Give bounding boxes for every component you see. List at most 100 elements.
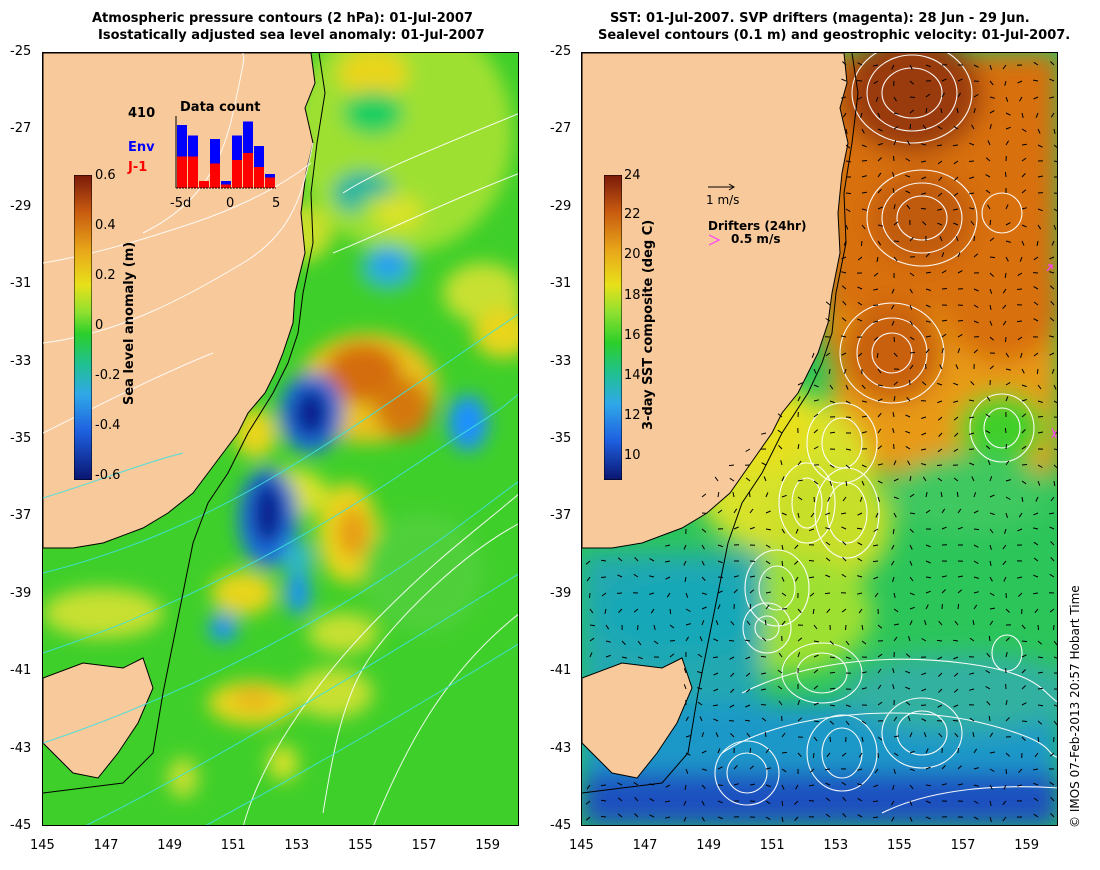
velocity-arrow [861,160,868,162]
velocity-arrow [713,638,719,642]
velocity-arrow [876,256,879,263]
velocity-arrow [989,620,994,626]
left-lat-tick: -37 [10,508,32,524]
velocity-arrow [1037,704,1044,707]
velocity-arrow [893,478,899,482]
velocity-arrow [893,96,897,102]
velocity-arrow [941,319,948,322]
velocity-arrow [842,556,847,562]
velocity-arrow [845,160,851,163]
velocity-arrow [829,464,835,469]
velocity-arrow [765,816,771,821]
velocity-arrow [922,476,927,482]
velocity-arrow [1021,143,1027,146]
velocity-arrow [858,752,863,758]
velocity-arrow [809,768,815,773]
velocity-arrow [909,620,913,626]
velocity-arrow [637,624,639,631]
velocity-arrow [1021,399,1027,402]
velocity-arrow [989,96,995,99]
right-lat-tick: -29 [550,198,572,214]
velocity-arrow [684,784,687,790]
velocity-arrow [717,784,724,786]
velocity-arrow [989,476,993,482]
velocity-arrow [856,527,863,530]
j1-bar [177,156,187,188]
velocity-arrow [893,512,897,518]
velocity-arrow [813,720,819,723]
velocity-arrow [845,224,849,230]
velocity-arrow [893,752,899,757]
velocity-arrow [1021,736,1026,742]
velocity-arrow [953,688,959,693]
velocity-arrow [892,412,895,418]
velocity-arrow [873,816,879,819]
velocity-arrow [809,528,815,532]
velocity-arrow [985,445,991,450]
velocity-arrow [873,64,879,67]
velocity-arrow [859,496,863,502]
j1-bar [265,177,275,188]
velocity-arrow [1017,528,1023,532]
velocity-arrow [861,128,865,134]
velocity-arrow [989,365,995,370]
velocity-arrow [957,252,961,258]
velocity-arrow [1021,685,1026,690]
velocity-arrow [760,704,767,706]
velocity-arrow [813,624,818,630]
velocity-arrow [685,608,691,612]
data-count-value: 410 [128,106,156,121]
velocity-arrow [605,640,611,643]
velocity-arrow [985,430,991,434]
sst-tick: 20 [624,247,641,262]
sla-colorbar-label: Sea level anomaly (m) [122,241,137,405]
right-title-line2: Sealevel contours (0.1 m) and geostrophi… [598,28,1071,43]
velocity-arrow [840,335,847,338]
right-lat-tick: -37 [550,508,572,524]
velocity-arrow [746,732,751,738]
velocity-arrow [797,382,803,386]
velocity-arrow [826,752,831,758]
velocity-arrow [600,576,607,578]
velocity-arrow [1005,240,1011,243]
velocity-arrow [909,560,913,566]
right-lon-tick: 149 [696,838,722,853]
sst-tick: 24 [624,168,641,183]
velocity-arrow [1021,669,1026,674]
velocity-arrow [861,720,867,725]
velocity-arrow [781,751,788,754]
velocity-arrow [938,732,943,738]
velocity-arrow [921,638,927,642]
shelf-break-isobath [43,53,326,794]
velocity-arrow [858,608,863,614]
right-lon-tick: 147 [632,838,658,853]
velocity-arrow [825,557,831,562]
velocity-arrow [861,687,867,690]
velocity-arrow [892,528,895,535]
velocity-arrow [953,125,959,130]
velocity-arrow [989,494,995,498]
velocity-arrow [875,512,879,518]
velocity-arrow [877,445,883,450]
velocity-arrow [1019,256,1023,262]
velocity-arrow [842,813,847,818]
velocity-arrow [717,560,723,564]
velocity-arrow [909,80,915,85]
velocity-arrow [621,656,628,659]
velocity-arrow [683,544,687,550]
velocity-arrow [1021,173,1026,178]
velocity-arrow [989,272,994,277]
velocity-arrow [1053,400,1057,404]
velocity-arrow [589,592,591,599]
velocity-arrow [969,637,975,642]
velocity-arrow [857,352,863,357]
velocity-arrow [1049,78,1055,82]
velocity-arrow [953,382,959,386]
velocity-arrow [857,797,863,802]
velocity-arrow [797,700,800,706]
velocity-arrow [1005,699,1008,706]
velocity-arrow [1005,204,1009,210]
velocity-arrow [988,716,991,722]
velocity-arrow [1037,128,1041,134]
velocity-arrow [987,460,991,466]
